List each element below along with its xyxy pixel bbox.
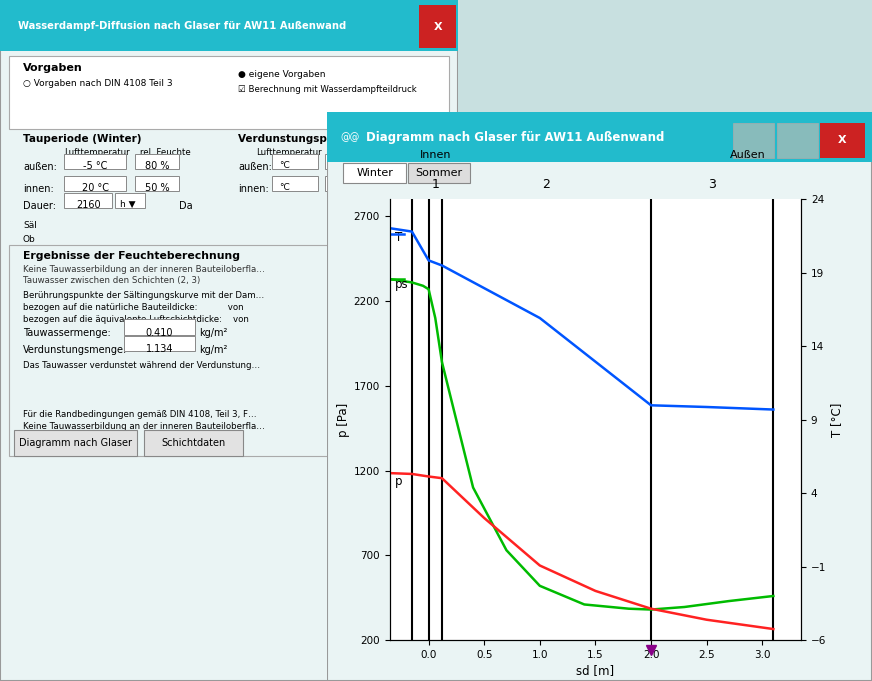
Text: 2: 2 (542, 178, 550, 191)
Bar (408, 163, 470, 183)
Bar (385, 176, 437, 191)
Text: Ob: Ob (23, 235, 36, 244)
Text: T: T (395, 231, 403, 244)
Text: °C: °C (279, 161, 290, 170)
Text: kg/m²: kg/m² (199, 328, 228, 338)
Text: Tauwasser zwischen den Schichten (2, 3): Tauwasser zwischen den Schichten (2, 3) (23, 276, 201, 285)
Bar (777, 123, 817, 158)
Text: 3: 3 (708, 178, 716, 191)
Text: ps: ps (395, 277, 409, 291)
Text: 20 °C: 20 °C (82, 183, 109, 193)
Text: bezogen auf die natürliche Bauteildicke:           von: bezogen auf die natürliche Bauteildicke:… (23, 303, 243, 312)
Bar (65, 154, 126, 169)
Bar (272, 154, 318, 169)
Bar (14, 430, 138, 456)
Text: Sommer: Sommer (415, 168, 462, 178)
Text: innen:: innen: (238, 184, 269, 194)
Text: X: X (838, 136, 847, 145)
Text: Diagramm nach Glaser: Diagramm nach Glaser (19, 439, 132, 448)
Bar (419, 5, 456, 48)
Text: 1: 1 (432, 178, 439, 191)
Text: Lufttemperatur: Lufttemperatur (65, 148, 130, 157)
Bar (325, 154, 362, 169)
Text: Diagramm nach Glaser für AW11 Außenwand: Diagramm nach Glaser für AW11 Außenwand (366, 131, 664, 144)
Bar (135, 176, 179, 191)
Text: außen:: außen: (23, 162, 57, 172)
Text: Säl: Säl (23, 221, 37, 230)
Bar (733, 123, 774, 158)
Text: Lufttemperatur: Lufttemperatur (256, 148, 322, 157)
Bar (124, 319, 194, 335)
Bar (272, 176, 318, 191)
Text: Tauperiode (Winter): Tauperiode (Winter) (23, 134, 141, 144)
Text: %: % (331, 161, 340, 170)
Bar (124, 336, 194, 351)
Text: Schichtdaten: Schichtdaten (161, 439, 225, 448)
Text: Dampfteildruck: Dampfteildruck (387, 148, 453, 157)
Bar (144, 430, 242, 456)
Bar (344, 163, 406, 183)
Text: Für die Randbedingungen gemäß DIN 4108, Teil 3, F…: Für die Randbedingungen gemäß DIN 4108, … (23, 410, 256, 419)
Text: Berührungspunkte der Sältingungskurve mit der Dam…: Berührungspunkte der Sältingungskurve mi… (23, 291, 264, 300)
Text: Innen: Innen (419, 150, 451, 160)
Text: p: p (395, 475, 403, 488)
Text: Keine Tauwasserbildung an der inneren Bauteiloberfla…: Keine Tauwasserbildung an der inneren Ba… (23, 422, 265, 430)
Text: 50 %: 50 % (145, 183, 169, 193)
Text: @@: @@ (341, 132, 360, 142)
Bar (65, 176, 126, 191)
Bar (115, 193, 145, 208)
Text: rel. Feuchte: rel. Feuchte (140, 148, 190, 157)
Text: -5 °C: -5 °C (83, 161, 107, 172)
Text: Wasserdampf-Diffusion nach Glaser für AW11 Außenwand: Wasserdampf-Diffusion nach Glaser für AW… (18, 21, 346, 31)
Text: Vorgaben: Vorgaben (23, 63, 83, 74)
Text: Verdunstungsmenge:: Verdunstungsmenge: (23, 345, 127, 355)
Text: Dauer:: Dauer: (23, 201, 56, 211)
Text: Winter: Winter (357, 168, 393, 178)
Text: 1200 Pa: 1200 Pa (393, 161, 429, 170)
Y-axis label: p [Pa]: p [Pa] (337, 402, 350, 437)
Text: %: % (331, 183, 340, 192)
Bar (0, 0, 458, 51)
Text: ☑ Berechnung mit Wasserdampfteildruck: ☑ Berechnung mit Wasserdampfteildruck (238, 85, 417, 94)
Text: Verdunstungsperiode (Sommer): Verdunstungsperiode (Sommer) (238, 134, 426, 144)
Bar (135, 154, 179, 169)
Text: rel. Feuchte: rel. Feuchte (327, 148, 378, 157)
Text: °C: °C (279, 183, 290, 192)
Text: Außen: Außen (730, 150, 766, 160)
Text: 2160: 2160 (76, 200, 100, 210)
Bar (327, 112, 872, 162)
X-axis label: sd [m]: sd [m] (576, 664, 615, 677)
Text: außen:: außen: (238, 162, 272, 172)
Bar (385, 154, 437, 169)
Text: h ▼: h ▼ (120, 200, 135, 209)
Text: kg/m²: kg/m² (199, 345, 228, 355)
Text: 0.410: 0.410 (146, 328, 173, 338)
Text: ○ Vorgaben nach DIN 4108 Teil 3: ○ Vorgaben nach DIN 4108 Teil 3 (23, 79, 173, 88)
Text: bezogen auf die äquivalente Luftschichtdicke:    von: bezogen auf die äquivalente Luftschichtd… (23, 315, 249, 323)
Text: 1.134: 1.134 (146, 344, 173, 354)
Bar (325, 176, 362, 191)
Text: 1200 Pa: 1200 Pa (393, 183, 429, 192)
Text: Tauwassermenge:: Tauwassermenge: (23, 328, 111, 338)
Text: Keine Tauwasserbildung an der inneren Bauteiloberfla…: Keine Tauwasserbildung an der inneren Ba… (23, 265, 265, 274)
Text: Da: Da (179, 201, 192, 211)
Text: Das Tauwasser verdunstet während der Verdunstung…: Das Tauwasser verdunstet während der Ver… (23, 361, 260, 370)
Text: X: X (433, 22, 442, 31)
Bar (9, 56, 448, 129)
Text: Ergebnisse der Feuchteberechnung: Ergebnisse der Feuchteberechnung (23, 251, 240, 261)
Text: 80 %: 80 % (145, 161, 169, 172)
Bar (9, 245, 448, 456)
Bar (821, 123, 865, 158)
Y-axis label: T [°C]: T [°C] (830, 402, 843, 437)
Bar (65, 193, 112, 208)
Text: ● eigene Vorgaben: ● eigene Vorgaben (238, 70, 325, 79)
Text: innen:: innen: (23, 184, 54, 194)
